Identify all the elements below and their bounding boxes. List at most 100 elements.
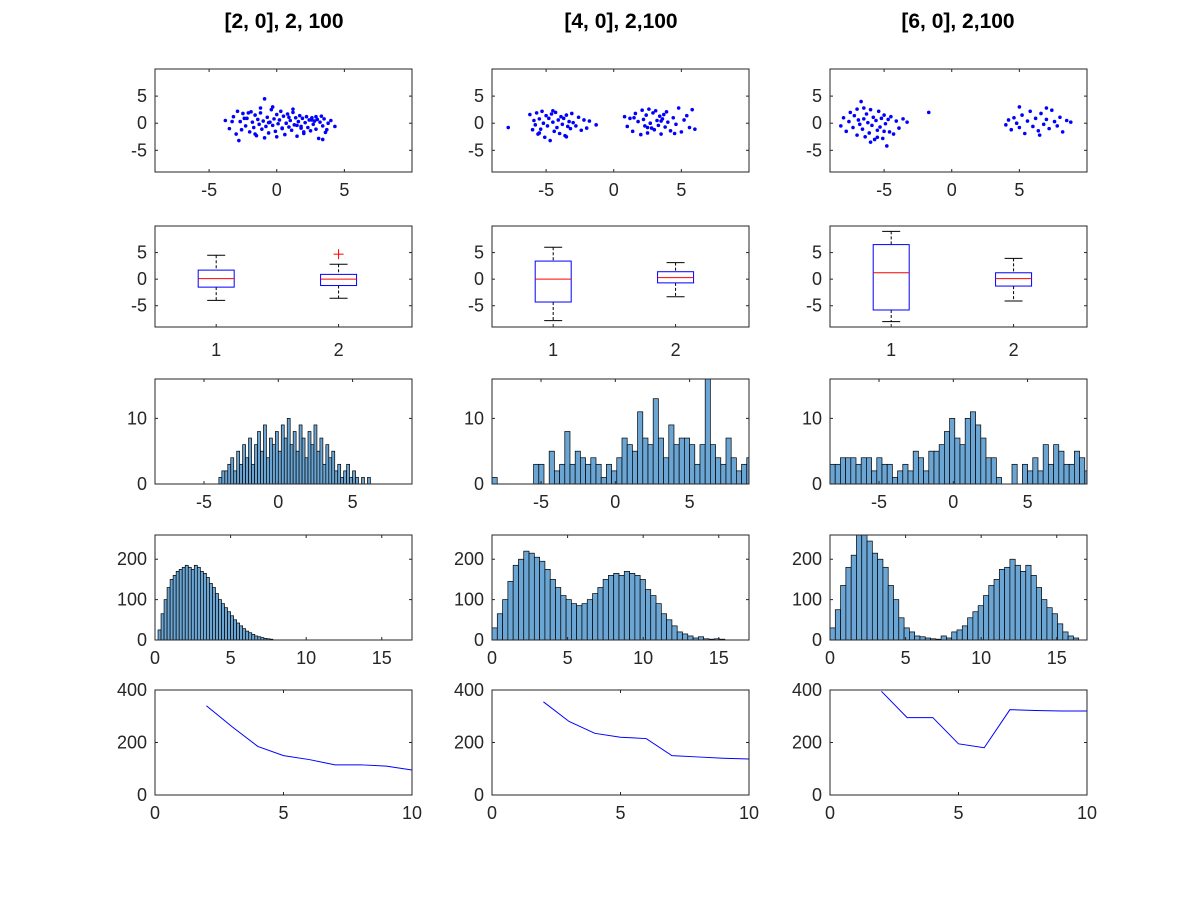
scatter-point xyxy=(661,112,666,117)
histogram-bar xyxy=(907,470,914,484)
scatter-point xyxy=(926,110,931,115)
scatter-point xyxy=(319,114,324,118)
histogram-bar xyxy=(581,603,588,640)
scatter-point xyxy=(1006,118,1011,122)
histogram-bar xyxy=(322,463,327,484)
histogram-bar xyxy=(954,437,961,484)
plot-area xyxy=(839,99,1073,148)
x-tick-label: 0 xyxy=(947,180,957,200)
histogram-bar xyxy=(650,595,657,640)
scatter-point xyxy=(320,137,325,142)
scatter-point xyxy=(250,120,255,124)
histogram-bar xyxy=(903,627,910,640)
scatter-point xyxy=(657,114,662,118)
histogram-bar xyxy=(549,579,556,640)
histogram-bar xyxy=(160,613,165,640)
scatter-point xyxy=(258,111,263,115)
histogram-bar xyxy=(492,477,498,484)
scatter-point xyxy=(576,115,581,120)
x-tick-label: 1 xyxy=(548,340,558,360)
scatter-point xyxy=(901,117,905,121)
scatter-point xyxy=(296,119,301,124)
histogram-bar xyxy=(684,437,690,484)
scatter-point xyxy=(571,120,575,125)
x-tick-label: -5 xyxy=(201,180,217,200)
box-iqr xyxy=(872,244,910,311)
scatter-point xyxy=(223,118,228,123)
x-tick-label: 5 xyxy=(278,803,288,823)
histogram-bar xyxy=(882,566,889,640)
histogram-bar xyxy=(881,463,888,484)
scatter-point xyxy=(862,106,866,110)
scatter-point xyxy=(249,110,253,114)
histogram-bar xyxy=(254,444,258,484)
scatter-point xyxy=(1050,108,1054,112)
y-tick-label: 0 xyxy=(474,113,484,133)
subplot-r3-c2: -5 0 5 0 10 xyxy=(464,378,750,512)
x-tick-label: 1 xyxy=(211,340,221,360)
histogram-bar xyxy=(642,437,649,484)
scatter-point xyxy=(628,116,632,121)
scatter-point xyxy=(270,123,275,128)
scatter-point xyxy=(672,131,677,136)
axes-frame-top xyxy=(491,68,750,173)
histogram-bar xyxy=(555,587,562,640)
histogram-bar xyxy=(1079,457,1086,484)
histogram-bar xyxy=(840,585,847,640)
histogram-bar xyxy=(710,444,716,484)
histogram-bar xyxy=(861,535,868,640)
axes-frame xyxy=(491,68,750,173)
histogram-bar xyxy=(224,607,228,640)
histogram-bar xyxy=(1042,444,1049,484)
histogram-bar xyxy=(1046,607,1053,640)
scatter-point xyxy=(570,111,574,116)
axes-frame xyxy=(491,689,750,796)
scatter-point xyxy=(1068,120,1073,124)
histogram-bar xyxy=(492,627,498,640)
histogram-bar xyxy=(956,629,963,640)
scatter-point xyxy=(894,119,899,123)
histogram-bar xyxy=(190,568,195,640)
x-tick-label: 0 xyxy=(150,803,160,823)
histogram-bar xyxy=(316,450,321,484)
histogram-bar xyxy=(893,599,900,640)
y-tick-label: -5 xyxy=(131,296,147,316)
axes-frame-top xyxy=(491,378,750,485)
scatter-point xyxy=(506,125,511,130)
histogram-bar xyxy=(266,457,270,484)
y-tick-label: -5 xyxy=(468,296,484,316)
histogram-bar xyxy=(196,566,201,640)
histogram-bar xyxy=(1041,599,1048,640)
scatter-point xyxy=(844,129,849,134)
scatter-point xyxy=(883,121,888,126)
y-tick-label: 5 xyxy=(812,86,822,106)
histogram-bar xyxy=(616,457,623,484)
scatter-point xyxy=(638,132,643,137)
x-tick-label: -5 xyxy=(538,180,554,200)
scatter-point xyxy=(284,121,289,126)
axes-frame-top xyxy=(829,378,1088,485)
histogram-bar xyxy=(218,477,223,484)
histogram-bar xyxy=(1032,457,1039,484)
histogram-bar xyxy=(292,431,297,484)
histogram-bar xyxy=(972,611,979,640)
x-tick-label: 5 xyxy=(1014,180,1024,200)
histogram-bar xyxy=(212,587,216,640)
histogram-bar xyxy=(280,424,285,484)
x-tick-label: 10 xyxy=(402,803,422,823)
histogram-bar xyxy=(361,477,365,484)
x-tick-label: 5 xyxy=(901,648,911,668)
histogram-bar xyxy=(736,470,742,484)
scatter-point xyxy=(257,122,261,127)
plot-area xyxy=(206,705,412,771)
scatter-point xyxy=(864,112,869,116)
scatter-point xyxy=(693,127,697,131)
histogram-bar xyxy=(1084,470,1087,484)
histogram-bar xyxy=(236,450,241,484)
x-tick-label: 5 xyxy=(339,180,349,200)
scatter-point xyxy=(880,136,885,141)
x-tick-label: 5 xyxy=(676,180,686,200)
histogram-bar xyxy=(988,585,995,640)
histogram-bar xyxy=(860,457,867,484)
scatter-point xyxy=(648,121,653,126)
